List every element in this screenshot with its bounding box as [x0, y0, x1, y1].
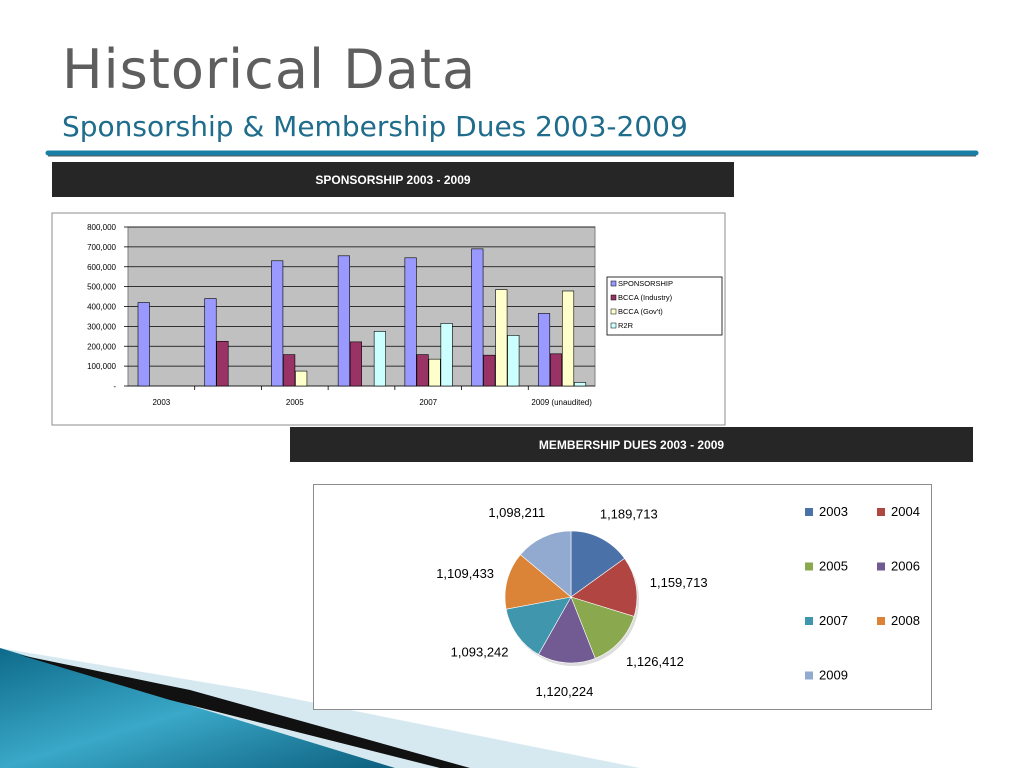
bar-sponsorship-2006 — [337, 255, 350, 387]
bar-sponsorship-2008 — [471, 248, 484, 387]
slide-title: Historical Data — [62, 38, 477, 101]
pie-legend-swatch-2006 — [877, 562, 885, 571]
pie-value-label: 1,120,224 — [536, 684, 594, 699]
bar-bcca-industry--2009 — [549, 353, 563, 387]
pie-slice-2006 — [538, 596, 596, 664]
bar-sponsorship-2007 — [404, 257, 417, 387]
bar-sponsorship-2003 — [137, 302, 150, 387]
pie-slice-2008 — [504, 554, 572, 610]
pie-legend-swatch-2008 — [877, 617, 885, 625]
pie-slice-2009 — [519, 530, 572, 598]
y-tick-label: 400,000 — [87, 303, 116, 312]
bar-sponsorship-2004 — [204, 298, 217, 387]
bar-bcca-industry--2007 — [416, 354, 429, 387]
legend-swatch — [610, 294, 617, 301]
y-tick-label: 700,000 — [87, 243, 116, 252]
membership-header: MEMBERSHIP DUES 2003 - 2009 — [290, 427, 973, 462]
x-tick-label: 2005 — [286, 398, 304, 407]
legend-swatch — [610, 280, 617, 287]
bar-bcca-industry--2004 — [216, 340, 229, 387]
bar-bcca-gov-t--2005 — [295, 370, 308, 387]
membership-pie-chart: 1,189,713 1,159,713 1,126,412 1,120,224 1,09… — [436, 504, 920, 699]
pie-legend-swatch-2005 — [805, 562, 813, 571]
pie-value-label: 1,109,433 — [436, 566, 494, 581]
x-tick-label: 2007 — [419, 398, 437, 407]
legend-label: R2R — [618, 321, 634, 330]
pie-value-label: 1,126,412 — [626, 654, 684, 669]
pie-value-label: 1,159,713 — [650, 575, 708, 590]
pie-slice-2003 — [570, 530, 625, 598]
pie-legend-label: 2007 — [819, 613, 848, 628]
bar-bcca-gov-t--2009 — [561, 290, 575, 387]
bar-bcca-industry--2008 — [483, 354, 496, 387]
bar-r2r-2006 — [373, 331, 386, 387]
bar-bcca-industry--2005 — [283, 354, 296, 387]
bar-bcca-gov-t--2007 — [428, 358, 441, 387]
y-tick-label: - — [113, 382, 116, 391]
y-tick-label: 100,000 — [87, 362, 116, 371]
x-tick-label: 2009 (unaudited) — [531, 398, 592, 407]
pie-legend-swatch-2004 — [877, 508, 885, 516]
legend-swatch — [610, 322, 617, 329]
sponsorship-header: SPONSORSHIP 2003 - 2009 — [52, 162, 734, 197]
pie-legend-swatch-2007 — [805, 617, 813, 625]
pie-legend-label: 2005 — [819, 559, 848, 574]
legend-swatch — [610, 308, 617, 315]
pie-value-label: 1,189,713 — [600, 506, 658, 521]
bar-r2r-2007 — [440, 323, 453, 387]
pie-value-label: 1,093,242 — [451, 645, 509, 660]
pie-legend-label: 2008 — [891, 613, 920, 628]
y-tick-label: 600,000 — [87, 263, 116, 272]
bar-legend — [606, 276, 723, 336]
pie-legend-swatch-2009 — [805, 671, 813, 680]
swoosh-dark — [20, 655, 470, 768]
membership-pie-chart-frame: 1,189,713 1,159,713 1,126,412 1,120,224 1,09… — [313, 484, 932, 710]
bar-sponsorship-2009 — [537, 313, 551, 387]
pie-legend-label: 2003 — [819, 504, 848, 519]
x-tick-label: 2003 — [152, 398, 170, 407]
pie-value-label: 1,098,211 — [488, 505, 545, 520]
bar-sponsorship-2005 — [271, 260, 284, 387]
y-tick-label: 200,000 — [87, 342, 116, 351]
bar-bcca-industry--2006 — [349, 341, 362, 387]
legend-label: BCCA (Gov't) — [618, 307, 663, 316]
pie-legend-label: 2004 — [891, 504, 920, 519]
bar-r2r-2008 — [507, 335, 520, 387]
bar-r2r-2009 — [573, 382, 587, 387]
pie-legend-swatch-2003 — [805, 508, 813, 516]
pie-legend-label: 2006 — [891, 559, 920, 574]
y-tick-label: 300,000 — [87, 322, 116, 331]
legend-label: SPONSORSHIP — [618, 279, 673, 288]
pie-legend-label: 2009 — [819, 668, 848, 683]
y-tick-label: 500,000 — [87, 283, 116, 292]
slide-subtitle: Sponsorship & Membership Dues 2003-2009 — [62, 110, 688, 143]
pie-slice-2007 — [505, 596, 572, 655]
y-tick-label: 800,000 — [87, 223, 116, 232]
pie-slice-2005 — [570, 596, 635, 659]
bar-bcca-gov-t--2008 — [495, 289, 508, 387]
legend-label: BCCA (Industry) — [618, 293, 673, 302]
